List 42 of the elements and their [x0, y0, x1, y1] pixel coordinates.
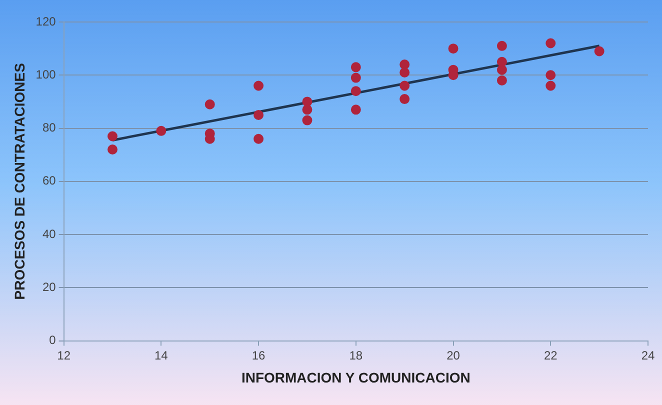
- y-tick-label: 120: [36, 14, 56, 28]
- y-tick-label: 100: [36, 67, 56, 82]
- point: [400, 80, 410, 91]
- point: [400, 94, 410, 104]
- y-tick-label: 60: [42, 174, 56, 188]
- x-tick-label: 16: [252, 348, 266, 362]
- point: [302, 115, 312, 126]
- point: [448, 44, 458, 54]
- y-tick-label: 40: [42, 226, 56, 241]
- point: [546, 38, 556, 48]
- point: [156, 126, 166, 136]
- y-tick-label: 0: [49, 333, 56, 348]
- point: [496, 40, 507, 51]
- x-tick-label: 14: [154, 348, 168, 362]
- point: [204, 99, 215, 110]
- point: [546, 70, 556, 80]
- point: [400, 60, 410, 70]
- x-tick-label: 22: [544, 348, 558, 362]
- y-tick-label: 80: [42, 120, 56, 135]
- point: [108, 144, 118, 155]
- point: [496, 56, 507, 67]
- point: [546, 80, 556, 91]
- x-tick-label: 24: [641, 348, 655, 362]
- point: [302, 104, 312, 115]
- point: [350, 72, 361, 83]
- x-tick-label: 18: [349, 348, 363, 362]
- point: [350, 62, 361, 72]
- point: [594, 46, 604, 56]
- point: [254, 80, 264, 91]
- point: [400, 67, 410, 78]
- x-tick-label: 20: [446, 348, 460, 362]
- point: [254, 110, 264, 120]
- y-tick-label: 20: [42, 280, 56, 294]
- point: [108, 131, 118, 142]
- point: [254, 134, 264, 144]
- x-tick-label: 12: [57, 348, 71, 362]
- x-axis-title: INFORMACION Y COMUNICACION: [241, 369, 470, 386]
- y-axis-title: PROCESOS DE CONTRATACIONES: [11, 63, 28, 300]
- point: [350, 86, 361, 96]
- point: [496, 64, 507, 75]
- point: [350, 104, 361, 115]
- point: [496, 75, 507, 86]
